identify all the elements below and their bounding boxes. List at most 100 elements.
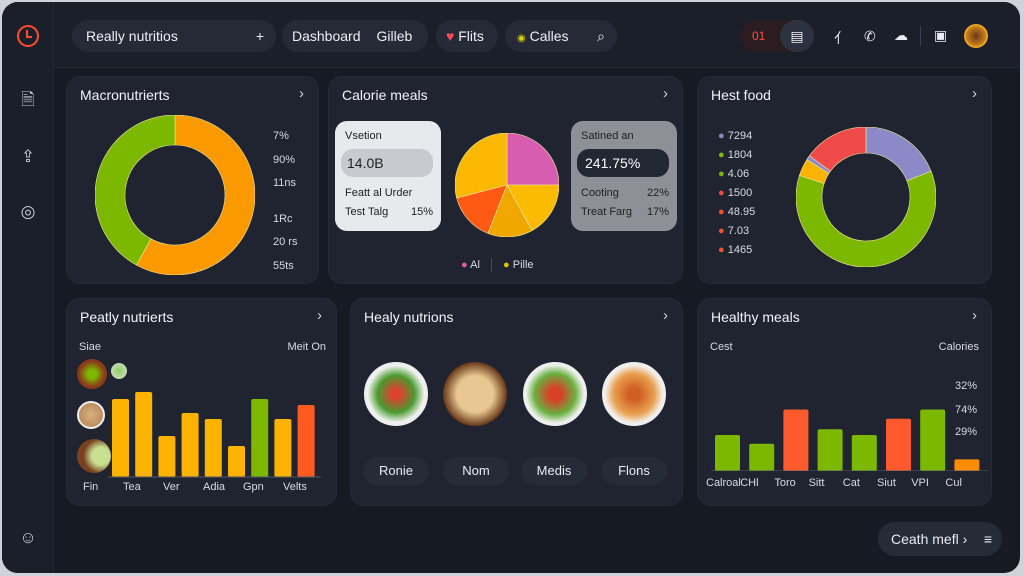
help-icon[interactable]: ☺: [19, 528, 37, 547]
create-meal-button[interactable]: Ceath mefl › ≡: [878, 522, 1002, 556]
legend-label: 1465: [727, 244, 753, 256]
legend-dot-icon: ●: [718, 130, 725, 142]
slice: [136, 115, 255, 275]
x-tick-label: Cat: [842, 477, 860, 489]
x-tick-label: Toro: [774, 477, 796, 489]
x-tick-label: Velts: [283, 481, 307, 493]
search-field[interactable]: Really nutritios +: [72, 20, 276, 52]
legend-dot-icon: ●: [718, 149, 725, 161]
legend-dot-icon: ●: [718, 225, 725, 237]
bar: [297, 405, 315, 477]
bar: [158, 436, 176, 477]
x-tick-label: CHl: [740, 477, 759, 489]
legend-item: 20 rs: [273, 236, 298, 248]
filter-button[interactable]: ♥ Flits: [436, 20, 498, 52]
bar: [715, 435, 740, 471]
search-icon[interactable]: ⌕: [597, 28, 605, 44]
rice-bowl-image[interactable]: [602, 362, 666, 426]
bar: [749, 443, 775, 471]
tab-dashboard[interactable]: Dashboard: [292, 28, 361, 44]
legend-label: 7.03: [727, 225, 750, 237]
calles-label: Calles: [529, 28, 569, 44]
calles-button[interactable]: ◉ Calles ⌕: [505, 20, 617, 52]
legend-label: 48.95: [727, 206, 756, 218]
sidebar: 🗎 ⇪ ◎ ☺: [2, 2, 54, 573]
axis-label: Cest: [710, 341, 733, 353]
x-tick-label: Siut: [877, 477, 896, 489]
x-tick-label: Calroal: [706, 477, 741, 489]
chevron-right-icon[interactable]: ›: [317, 307, 322, 324]
item-chip[interactable]: Medis: [521, 457, 587, 485]
legend-item: 7%: [273, 130, 289, 142]
chevron-right-icon[interactable]: ›: [663, 85, 668, 102]
avatar[interactable]: [964, 24, 988, 48]
tooltip-value-small: 15%: [410, 206, 433, 218]
calendar-icon[interactable]: ▣: [934, 27, 948, 43]
phone-icon[interactable]: ✆: [864, 28, 876, 44]
slice: [506, 133, 559, 186]
legend-item: 90%: [273, 153, 296, 166]
hest-food-card: Hest food › ● 7294 ● 1804 ● 4.06 ● 1500 ● 48.…: [697, 76, 992, 284]
slice: [456, 184, 508, 234]
tooltip-line: Test Talg: [345, 206, 389, 218]
legend-item: 1Rc: [273, 212, 293, 225]
calorie-meals-card: Calorie meals › Vsetion 14.0B Featt al Ur…: [328, 76, 683, 284]
dish-image: [77, 439, 111, 473]
bar: [274, 419, 292, 477]
upload-icon[interactable]: ⇪: [20, 147, 36, 166]
chicken-salad-image[interactable]: [523, 362, 587, 426]
top-bar: Really nutritios + Dashboard Gilleb ♥ Flit…: [54, 2, 1020, 68]
chevron-right-icon[interactable]: ›: [299, 85, 304, 102]
legend-label: Pille: [512, 258, 534, 271]
clipboard-icon[interactable]: ▤: [780, 20, 814, 52]
salad-bowl-image[interactable]: [364, 362, 428, 426]
peatly-bar-chart: [108, 392, 321, 478]
chevron-right-icon[interactable]: ›: [972, 307, 977, 324]
tooltip-value: 241.75%: [577, 149, 669, 177]
plus-icon[interactable]: +: [255, 28, 264, 44]
legend-label: 7294: [727, 130, 753, 142]
x-tick-label: Tea: [123, 481, 141, 493]
legend-label: 4.06: [727, 168, 750, 180]
item-chip[interactable]: Ronie: [363, 457, 429, 485]
card-title: Hest food: [711, 87, 771, 103]
timer-icon[interactable]: ◎: [20, 202, 36, 221]
bar: [817, 429, 843, 471]
slice: [455, 133, 508, 199]
notification-badge[interactable]: 01: [752, 29, 766, 43]
pulse-icon[interactable]: ⺅: [834, 30, 848, 46]
chevron-right-icon[interactable]: ›: [972, 85, 977, 102]
x-tick-label: Gpn: [243, 481, 264, 493]
macronutrients-card: Macronutrierts › 7% 90% 11ns 1Rc 20 rs 55ts: [66, 76, 319, 284]
tab-gilleb[interactable]: Gilleb: [376, 28, 413, 44]
right-tooltip: Satined an 241.75% Cooting 22% Treat Far…: [571, 121, 677, 231]
card-title: Healy nutrions: [364, 309, 454, 325]
x-tick-label: Sitt: [808, 477, 825, 489]
healy-nutrions-card: Healy nutrions › Ronie Nom Medis Flons: [350, 298, 683, 506]
legend-item: ● 48.95: [718, 203, 755, 222]
left-tooltip: Vsetion 14.0B Featt al Urder Test Talg 1…: [335, 121, 441, 231]
clock-logo-icon[interactable]: [16, 24, 40, 48]
document-icon[interactable]: 🗎: [21, 90, 35, 109]
slice: [95, 115, 176, 266]
chat-icon[interactable]: ☁: [894, 27, 908, 43]
grain-image: [77, 401, 105, 429]
item-chip[interactable]: Nom: [443, 457, 509, 485]
hest-legend: ● 7294 ● 1804 ● 4.06 ● 1500 ● 48.95 ● 7.03 ● 1…: [718, 127, 755, 260]
hest-food-donut: [796, 127, 936, 267]
search-label: Really nutritios: [86, 28, 178, 44]
legend-item: ● 1465: [718, 241, 755, 260]
tooltip-heading: Satined an: [581, 130, 634, 142]
tooltip-line: Treat Farg: [581, 206, 632, 218]
chevron-right-icon[interactable]: ›: [663, 307, 668, 324]
axis-label: Calories: [938, 341, 979, 353]
tooltip-heading: Vsetion: [345, 130, 382, 142]
legend-dot-icon: ●: [461, 258, 468, 271]
noodles-image[interactable]: [443, 362, 507, 426]
divider: [920, 26, 921, 46]
legend-label: Al: [470, 258, 480, 271]
bar: [251, 399, 269, 477]
menu-icon[interactable]: ≡: [983, 531, 992, 547]
bar: [181, 413, 199, 477]
item-chip[interactable]: Flons: [601, 457, 667, 485]
